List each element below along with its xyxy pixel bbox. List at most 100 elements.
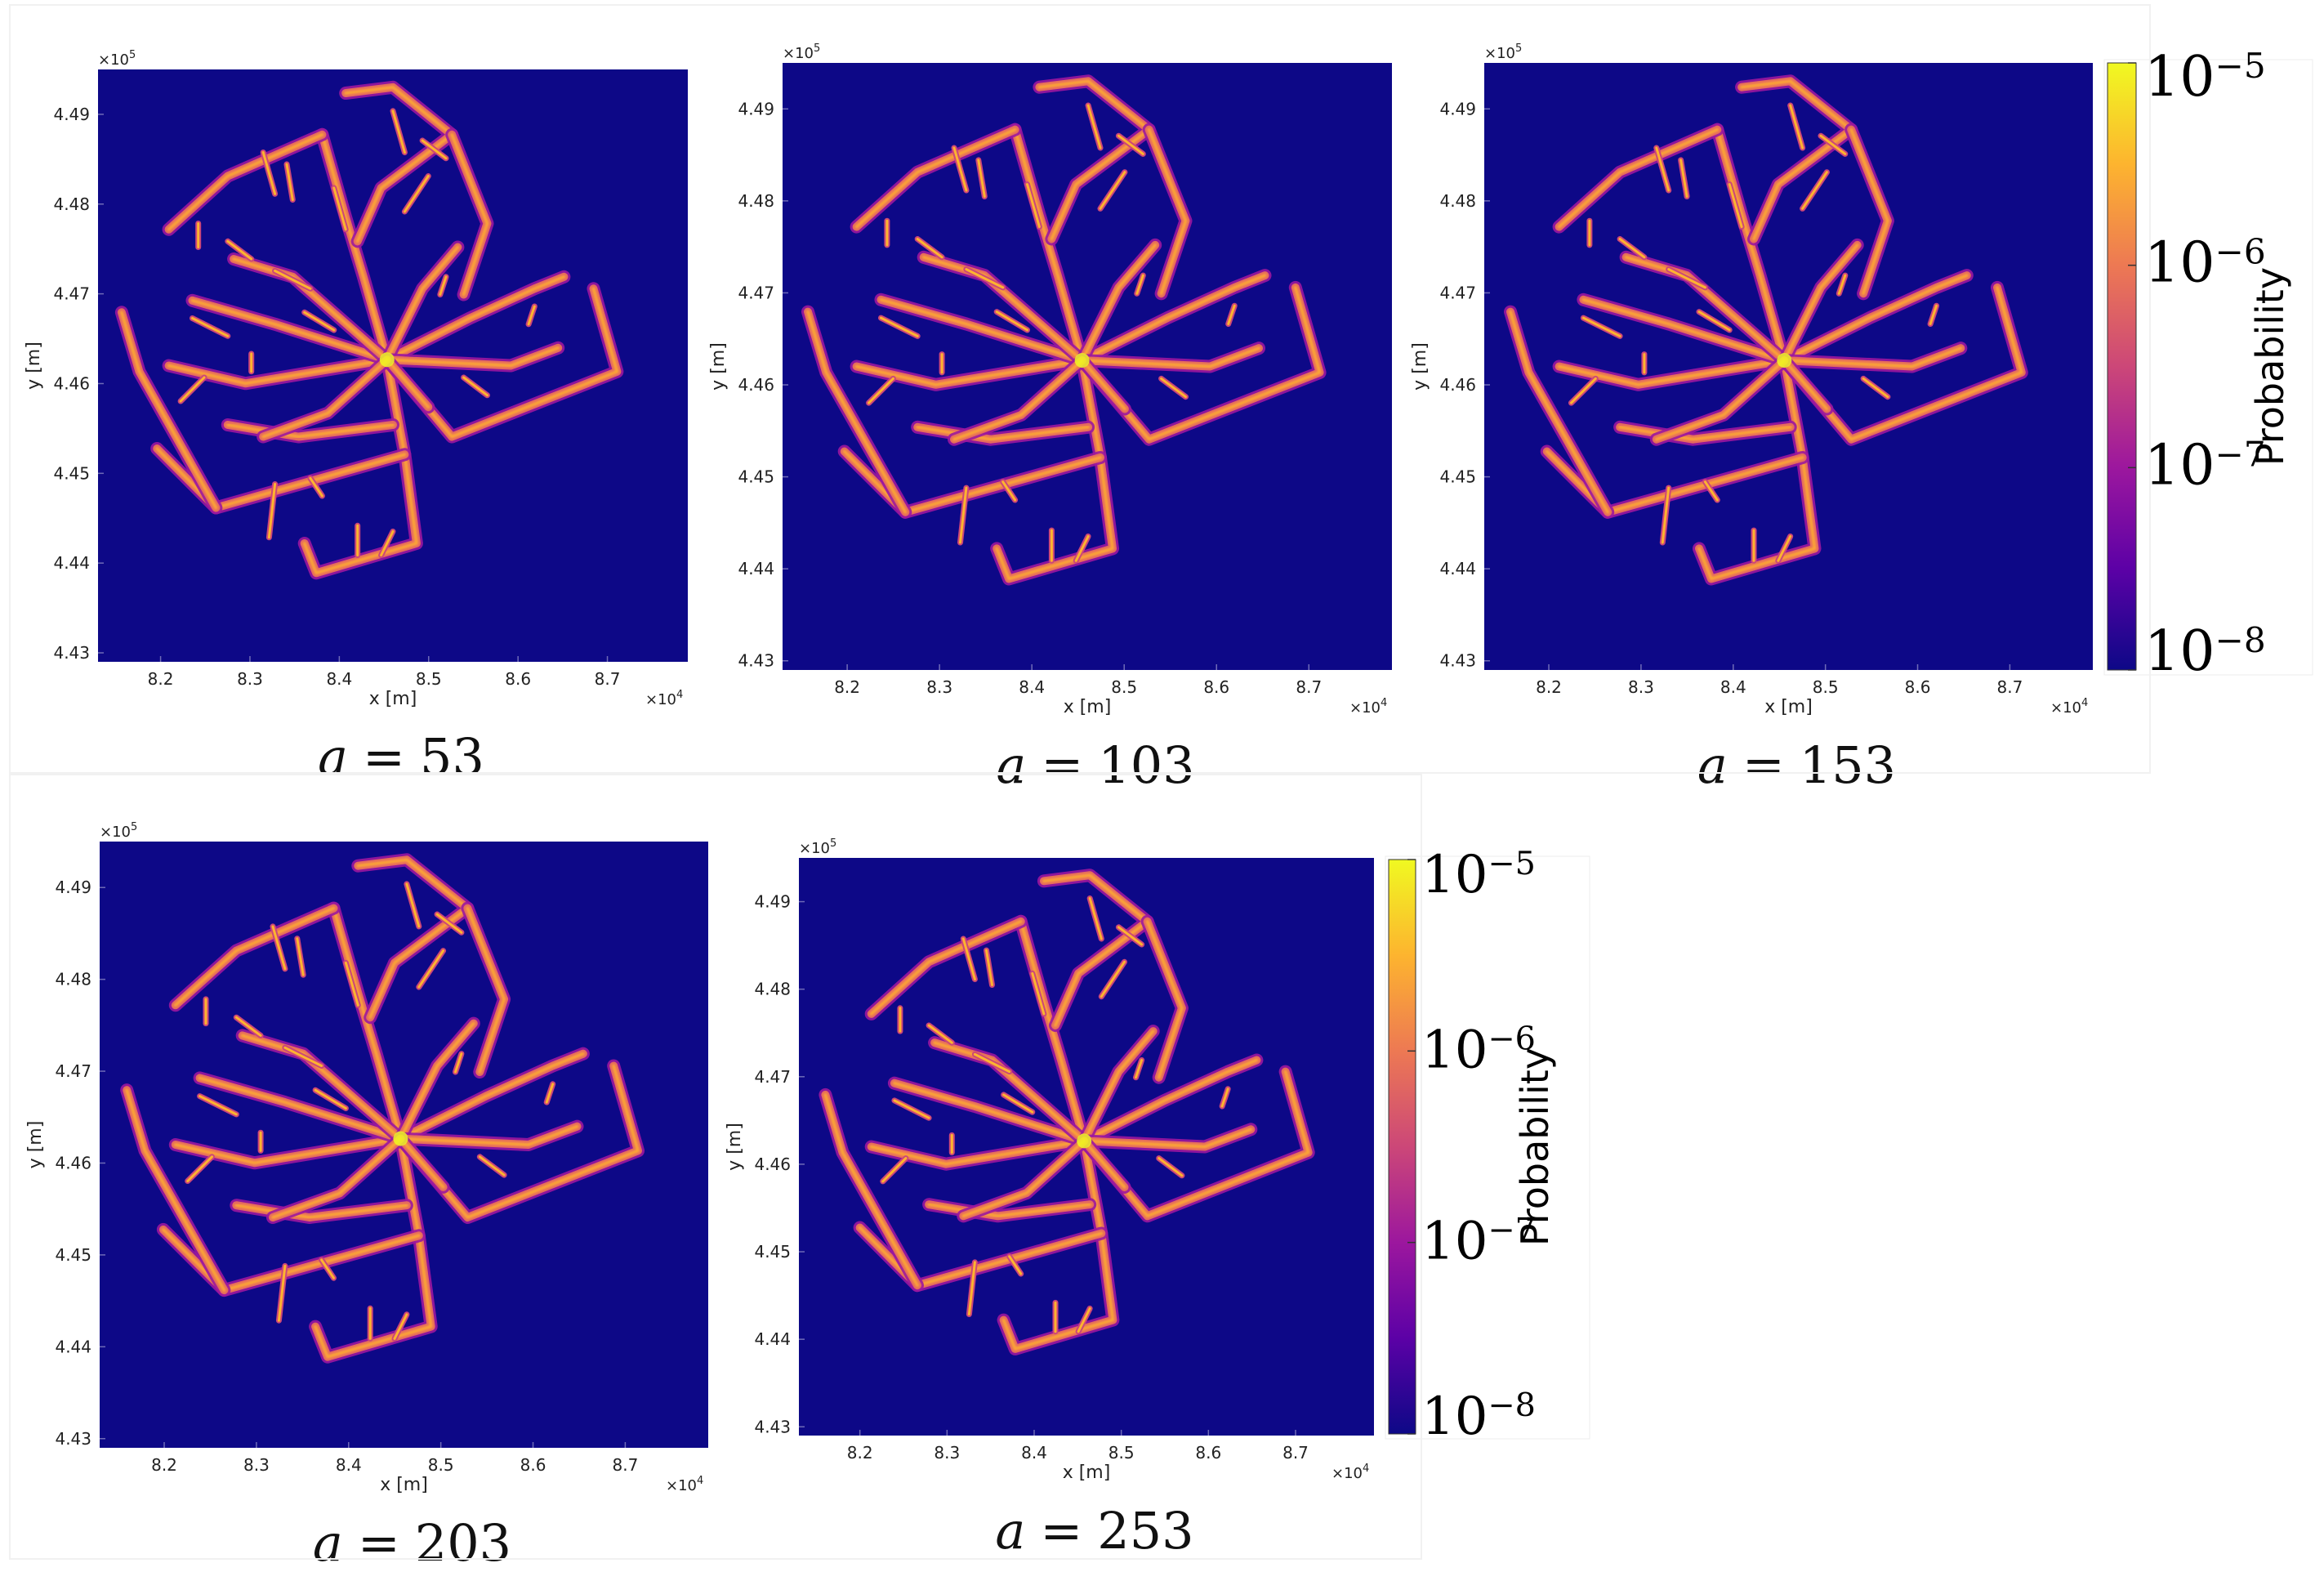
xtick-label: 8.5	[1108, 1443, 1135, 1463]
path-core	[320, 132, 389, 362]
twig-core	[1117, 926, 1144, 946]
colorbar-tick-base: 10	[2144, 231, 2215, 296]
ytick-label: 4.46	[1439, 375, 1476, 395]
path-core	[173, 906, 336, 1007]
xtick-label: 8.6	[1195, 1443, 1221, 1463]
twig-core	[198, 1095, 238, 1116]
colorbar-tick-base: 10	[1421, 1020, 1488, 1080]
xtick-label: 8.2	[1536, 677, 1562, 697]
y-multiplier-exp: 5	[814, 42, 820, 55]
colorbar-tick-base: 10	[1421, 1212, 1488, 1272]
twig-core	[916, 238, 943, 259]
caption-value: 203	[415, 1513, 511, 1572]
twig-core	[285, 163, 294, 201]
heatmap-panel: 4.43 4.44 4.45 4.46 4.47 4.48 4.49 8.2 8.3 8.4 8.5…	[25, 821, 708, 1572]
path-core	[385, 346, 560, 368]
x-axis-label: x [m]	[1063, 1463, 1111, 1483]
colorbar-tick-label: 10−7	[1421, 1212, 1536, 1272]
twig-core	[927, 1024, 953, 1044]
twig-core	[977, 159, 986, 198]
path-core	[1082, 1128, 1253, 1149]
colorbar-tick-exp: −5	[2215, 46, 2266, 86]
twig-core	[527, 305, 536, 326]
twig-core	[1777, 535, 1792, 562]
twig-core	[1100, 960, 1126, 998]
heatmap-panel: 4.43 4.44 4.45 4.46 4.47 4.48 4.49 8.2 8.3 8.4 8.5…	[24, 49, 688, 787]
twig-core	[1026, 183, 1041, 229]
ytick-label: 4.43	[738, 651, 774, 671]
ytick-label: 4.46	[754, 1154, 791, 1174]
twig-core	[421, 139, 448, 160]
twig-core	[309, 476, 323, 498]
colorbar-label: Probability	[1513, 1047, 1557, 1246]
twig-core	[303, 310, 336, 332]
ytick-label: 4.45	[754, 1242, 791, 1262]
colorbar-tick-exp: −8	[2215, 620, 2266, 660]
colorbar-tick-base: 10	[1421, 1387, 1488, 1447]
colorbar-label: Probability	[2248, 267, 2292, 466]
xtick-label: 8.3	[243, 1455, 270, 1475]
xtick-label: 8.6	[520, 1455, 546, 1475]
ytick-label: 4.47	[55, 1061, 91, 1081]
xtick-label: 8.7	[595, 669, 621, 689]
y-multiplier-base: ×10	[799, 840, 830, 857]
twig-core	[1086, 104, 1102, 150]
colorbar-bar	[2107, 62, 2137, 671]
path-core	[1557, 127, 1720, 229]
x-multiplier-exp: 4	[676, 689, 683, 701]
xtick-label: 8.3	[237, 669, 263, 689]
path-core	[125, 1088, 226, 1293]
colorbar-tick-exp: −8	[1488, 1387, 1535, 1424]
colorbar-tick-base: 10	[1421, 845, 1488, 905]
twig-core	[880, 316, 919, 337]
bottom-row-frame	[9, 774, 1422, 1560]
xtick-label: 8.4	[336, 1455, 362, 1475]
ytick-label: 4.44	[55, 1337, 91, 1356]
y-axis-label: y [m]	[25, 1121, 46, 1169]
colorbar-frame	[1385, 855, 1590, 1440]
path-core	[1618, 425, 1792, 441]
hub-glow	[1074, 353, 1090, 368]
panel-caption: a = 253	[995, 1501, 1193, 1561]
ytick-label: 4.47	[53, 284, 90, 304]
ytick-label: 4.49	[738, 99, 774, 118]
path-core	[385, 275, 566, 362]
x-multiplier-base: ×10	[666, 1477, 697, 1494]
path-core	[1013, 127, 1084, 363]
colorbar-bar	[1388, 859, 1416, 1435]
path-core	[190, 298, 389, 362]
caption-variable: a	[995, 1501, 1025, 1561]
twig-core	[1158, 1157, 1184, 1177]
caption-value: 103	[1098, 735, 1194, 795]
path-core	[1782, 274, 1969, 363]
twig-core	[478, 1155, 506, 1177]
xtick-label: 8.2	[148, 669, 174, 689]
twig-core	[332, 186, 347, 231]
twig-core	[985, 949, 993, 986]
twig-core	[1002, 1093, 1034, 1114]
twig-core	[1001, 480, 1017, 502]
hub-glow	[379, 352, 395, 368]
caption-variable: a	[318, 727, 348, 787]
x-multiplier: ×104	[666, 1475, 703, 1494]
x-multiplier-exp: 4	[2081, 697, 2088, 709]
path-core	[399, 1124, 579, 1146]
path-core	[1782, 243, 1859, 363]
path-core	[167, 358, 389, 386]
path-core	[1557, 359, 1786, 386]
path-core	[1080, 243, 1158, 363]
path-core	[892, 1081, 1086, 1143]
xtick-label: 8.7	[1296, 677, 1322, 697]
twig-core	[1801, 171, 1828, 210]
xtick-label: 8.2	[834, 677, 860, 697]
x-multiplier-base: ×10	[645, 691, 676, 708]
path-core	[854, 359, 1084, 386]
twig-core	[1667, 268, 1706, 289]
twig-core	[1074, 535, 1090, 562]
ytick-label: 4.49	[754, 892, 791, 912]
xtick-label: 8.7	[1997, 677, 2023, 697]
ytick-label: 4.44	[53, 553, 90, 573]
xtick-label: 8.4	[1019, 677, 1045, 697]
colorbar-tick-label: 10−7	[2144, 433, 2266, 498]
twig-core	[267, 483, 277, 539]
